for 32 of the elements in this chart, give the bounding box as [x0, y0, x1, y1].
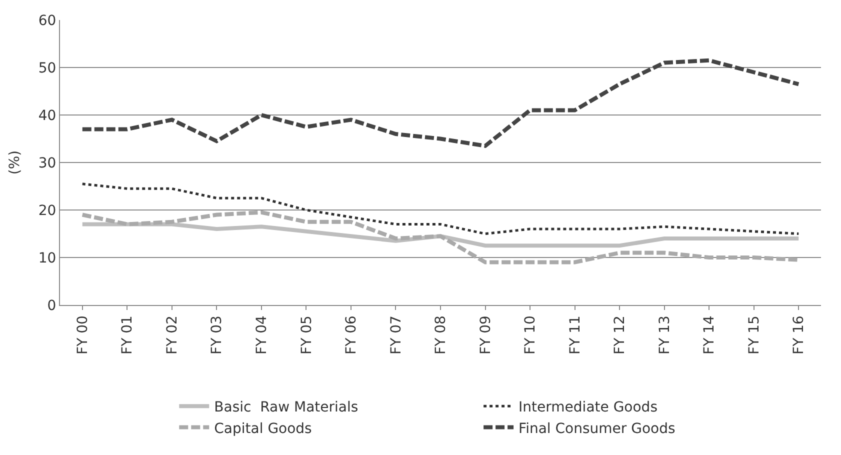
y-tick-label: 30	[38, 155, 56, 172]
y-tick-label: 40	[38, 108, 56, 124]
x-tick-label: FY 15	[746, 316, 762, 354]
y-tick-label: 0	[47, 298, 56, 314]
x-tick-label: FY 03	[209, 316, 226, 354]
x-tick-label: FY 01	[120, 316, 136, 354]
line-series	[81, 182, 800, 235]
x-tick-label: FY 10	[522, 316, 539, 354]
legend-label: Basic Raw Materials	[214, 400, 358, 416]
x-tick-label: FY 04	[254, 316, 270, 354]
x-tick-label: FY 07	[388, 316, 404, 354]
legend-label: Intermediate Goods	[518, 400, 658, 416]
x-tick-label: FY 16	[791, 316, 808, 354]
x-tick-label: FY 13	[656, 316, 673, 354]
x-tick-label: FY 02	[164, 316, 180, 354]
x-tick-label: FY 12	[612, 316, 628, 354]
y-tick-label: 20	[38, 202, 56, 219]
line-series	[80, 222, 801, 248]
x-tick-label: FY 08	[433, 316, 450, 354]
x-tick-label: FY 14	[702, 316, 718, 354]
y-tick-label: 50	[38, 60, 56, 76]
x-tick-label: FY 11	[567, 316, 584, 354]
x-tick-label: FY 00	[74, 316, 91, 354]
legend-label: Final Consumer Goods	[518, 420, 676, 437]
x-tick-label: FY 09	[478, 316, 494, 354]
x-tick-label: FY 06	[344, 316, 360, 354]
y-tick-label: 10	[38, 250, 56, 266]
y-tick-label: 60	[38, 12, 56, 29]
y-axis-title: (%)	[6, 150, 23, 175]
legend-label: Capital Goods	[214, 420, 312, 437]
x-tick-label: FY 05	[298, 316, 315, 354]
line-series	[80, 58, 801, 148]
